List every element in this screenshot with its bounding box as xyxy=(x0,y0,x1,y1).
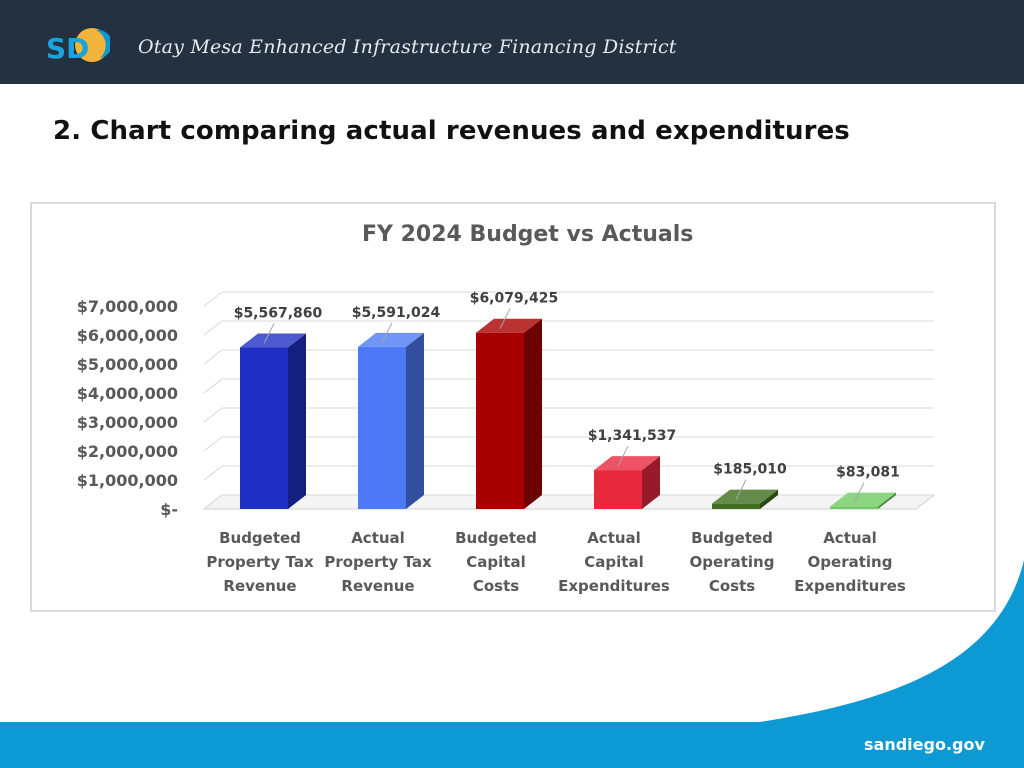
x-tick-label: Property Tax xyxy=(324,553,432,571)
x-tick-label: Actual xyxy=(587,529,641,547)
sd-logo-icon: SD xyxy=(46,28,110,65)
x-tick-label: Operating xyxy=(808,553,893,571)
bar-front xyxy=(476,332,524,509)
bar-top xyxy=(594,456,660,471)
bar-top xyxy=(830,492,896,507)
gridline-depth xyxy=(203,465,223,481)
gridline-depth xyxy=(203,320,223,336)
data-label-leader xyxy=(735,479,747,500)
bar-front xyxy=(594,470,642,509)
y-tick-label: $2,000,000 xyxy=(77,442,178,461)
y-tick-label: $3,000,000 xyxy=(77,413,178,432)
x-tick-label: Budgeted xyxy=(219,529,301,547)
bar-side xyxy=(760,489,778,509)
footer-bar xyxy=(0,722,1024,768)
gridline-depth xyxy=(203,494,223,510)
bar-front xyxy=(240,347,288,509)
x-tick-label: Capital xyxy=(466,553,525,571)
bar-front xyxy=(358,346,406,509)
x-tick-label: Budgeted xyxy=(455,529,537,547)
bar-top xyxy=(476,318,542,333)
bar-front xyxy=(712,503,760,509)
data-label: $6,079,425 xyxy=(470,291,559,307)
x-tick-label: Revenue xyxy=(341,577,414,595)
svg-text:SD: SD xyxy=(46,32,89,65)
x-tick-label: Operating xyxy=(690,553,775,571)
x-tick-label: Expenditures xyxy=(794,577,906,595)
bar-side xyxy=(878,492,896,509)
header-title: Otay Mesa Enhanced Infrastructure Financ… xyxy=(138,36,677,58)
bar-side xyxy=(642,456,660,509)
bar-top xyxy=(358,332,424,347)
data-label: $185,010 xyxy=(713,462,787,478)
x-tick-label: Actual xyxy=(351,529,405,547)
data-label-leader xyxy=(381,322,393,344)
header-bar: SD Otay Mesa Enhanced Infrastructure Fin… xyxy=(0,0,1024,84)
footer-url: sandiego.gov xyxy=(864,735,985,754)
y-tick-label: $6,000,000 xyxy=(77,326,178,345)
chart-title: FY 2024 Budget vs Actuals xyxy=(362,222,694,247)
bar-side xyxy=(288,333,306,509)
bar-chart: $- $1,000,000 $2,000,000 $3,000,000 $4,000,0… xyxy=(77,291,936,595)
gridline-depth xyxy=(203,436,223,452)
bar-front xyxy=(830,506,878,509)
x-tick-label: Expenditures xyxy=(558,577,670,595)
x-tick-label: Costs xyxy=(709,577,755,595)
data-label-leader xyxy=(617,445,629,467)
data-label: $83,081 xyxy=(836,465,900,481)
x-tick-label: Actual xyxy=(823,529,877,547)
y-tick-label: $4,000,000 xyxy=(77,384,178,403)
x-tick-label: Property Tax xyxy=(206,553,314,571)
x-tick-label: Costs xyxy=(473,577,519,595)
data-label: $5,591,024 xyxy=(352,305,441,321)
gridline-depth xyxy=(203,407,223,423)
y-tick-label: $7,000,000 xyxy=(77,297,178,316)
data-label-leader xyxy=(263,323,275,344)
y-tick-label: $1,000,000 xyxy=(77,471,178,490)
x-tick-label: Budgeted xyxy=(691,529,773,547)
page-title: 2. Chart comparing actual revenues and e… xyxy=(53,116,850,146)
data-label: $1,341,537 xyxy=(588,428,677,444)
bar-side xyxy=(524,318,542,509)
gridline-depth xyxy=(203,349,223,365)
bar-top xyxy=(712,489,778,504)
gridline-depth xyxy=(203,378,223,394)
y-tick-label: $- xyxy=(160,500,178,519)
data-label-leader xyxy=(853,482,865,503)
data-label-leader xyxy=(499,308,511,329)
x-tick-label: Capital xyxy=(584,553,643,571)
bar-side xyxy=(406,332,424,509)
x-tick-label: Revenue xyxy=(223,577,296,595)
y-tick-label: $5,000,000 xyxy=(77,355,178,374)
data-label: $5,567,860 xyxy=(234,306,323,322)
gridline-depth xyxy=(203,291,223,307)
bar-top xyxy=(240,333,306,348)
